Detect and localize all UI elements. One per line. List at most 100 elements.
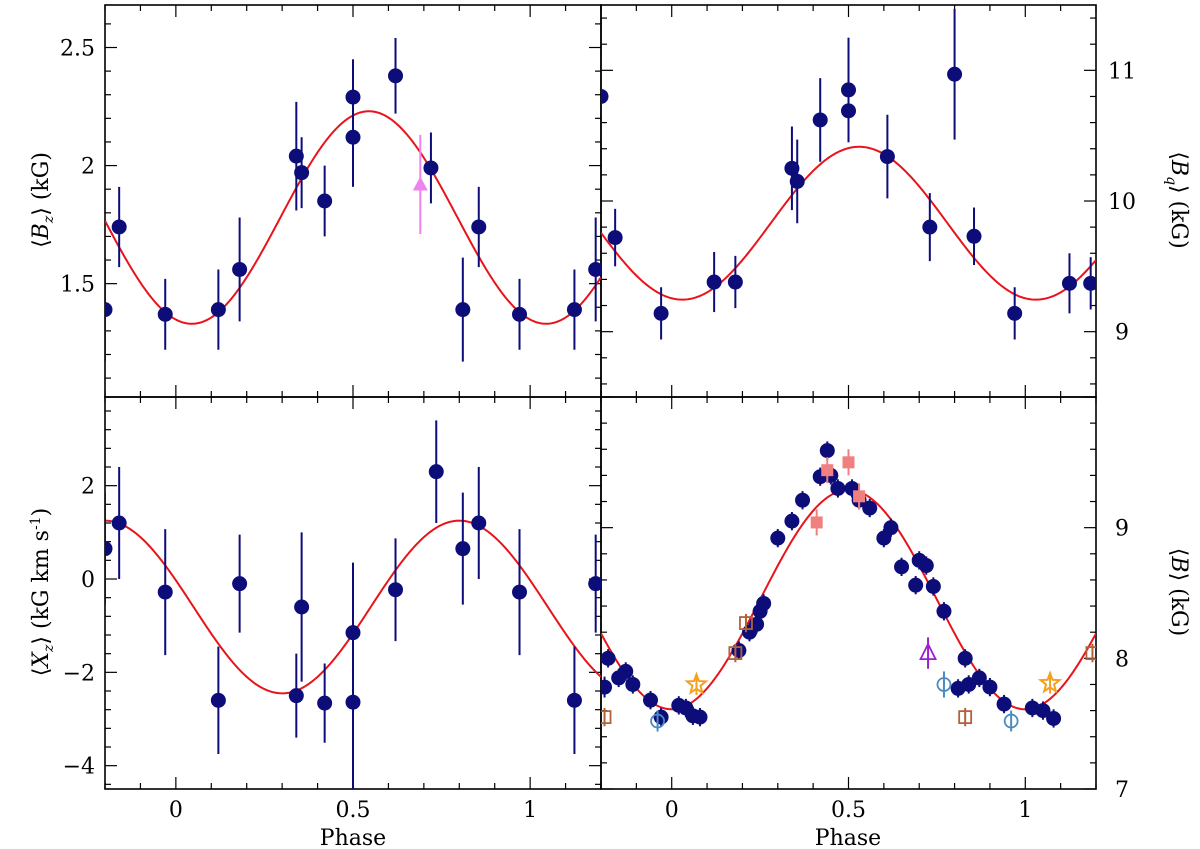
y-axis-label-bottom-left-sup: -1	[28, 516, 44, 530]
data-point-square	[853, 490, 866, 503]
data-point	[996, 696, 1012, 712]
data-point-open-square	[728, 646, 743, 661]
fit-curve	[601, 488, 1096, 711]
data-point	[294, 165, 310, 181]
data-point	[288, 148, 304, 164]
data-point	[894, 559, 910, 575]
data-point	[455, 541, 471, 557]
data-point	[653, 305, 669, 321]
data-point	[588, 576, 601, 592]
data-point	[883, 520, 899, 536]
series-data	[601, 8, 1096, 340]
series-orange-stars	[684, 670, 1063, 695]
fit-curve	[601, 145, 1096, 301]
data-point	[471, 515, 487, 531]
data-point-square	[810, 516, 823, 529]
y-axis-label-bottom-left: ⟨Xz⟩ (kG km s-1)	[28, 508, 57, 676]
y-tick-label: 7	[1115, 778, 1129, 803]
y-tick-label: 11	[1108, 59, 1136, 84]
y-tick-label: 2	[81, 475, 95, 500]
data-point	[784, 160, 800, 176]
data-point-open-square	[958, 710, 973, 725]
y-tick-label: 2	[81, 155, 95, 180]
y-axis-label-bottom-left-sym: X	[29, 651, 54, 670]
data-point	[1083, 275, 1096, 291]
data-point	[601, 650, 616, 666]
data-point	[471, 219, 487, 235]
data-point-open-circle	[1003, 713, 1019, 729]
data-point	[566, 692, 582, 708]
panel-bottom-right: 0 0.5 1 7 8 9	[600, 396, 1129, 823]
series-additional	[412, 134, 428, 235]
data-point	[1046, 710, 1062, 726]
data-point	[294, 599, 310, 615]
data-point	[947, 66, 963, 82]
y-axis-label-top-right: ⟨Bq⟩ (kG)	[1163, 151, 1191, 248]
series-blue-circles	[650, 671, 1019, 732]
data-point	[784, 513, 800, 529]
data-point	[819, 443, 835, 459]
y-tick-label: −2	[63, 661, 95, 686]
x-tick-label: 1	[523, 798, 537, 823]
data-point	[925, 578, 941, 594]
y-axis-label-top-left-pre: ⟨	[29, 239, 54, 248]
x-axis-label-left: Phase	[320, 826, 386, 849]
data-point	[428, 464, 444, 480]
x-tick-label: 0.5	[831, 798, 866, 823]
series-purple-triangles	[919, 637, 938, 669]
y-axis-label-bottom-left-post: ⟩ (kG km s	[29, 530, 54, 645]
data-point-open-square	[1085, 646, 1096, 661]
data-point	[157, 584, 173, 600]
data-point-open-square	[739, 616, 753, 630]
data-point	[317, 695, 333, 711]
data-point	[601, 679, 613, 695]
data-point-triangle	[412, 176, 428, 191]
data-point-open-triangle	[919, 642, 938, 661]
data-point-star	[1037, 670, 1063, 694]
y-tick-label: 8	[1115, 647, 1129, 672]
data-point	[770, 530, 786, 546]
data-point	[812, 112, 828, 128]
data-point-square	[842, 456, 855, 469]
y-axis-label-top-right-post: ⟩ (kG)	[1166, 185, 1191, 249]
data-point	[727, 274, 743, 290]
data-point	[288, 688, 304, 704]
y-axis-label-top-left-sym: B	[29, 223, 54, 240]
data-point	[111, 515, 127, 531]
y-axis-label-bottom-right-post: ⟩ (kG)	[1166, 573, 1191, 637]
data-point	[908, 577, 924, 593]
data-point	[607, 230, 623, 246]
data-point	[105, 302, 113, 318]
data-point	[388, 68, 404, 84]
data-point	[210, 302, 226, 318]
data-point	[345, 129, 361, 145]
y-tick-label: −4	[63, 755, 95, 780]
data-point	[1035, 703, 1051, 719]
data-point	[232, 576, 248, 592]
data-point	[643, 692, 658, 708]
data-point	[317, 193, 333, 209]
data-point	[653, 709, 669, 725]
data-point-open-circle	[650, 713, 665, 729]
data-point	[601, 88, 609, 104]
y-tick-label: 2.5	[60, 37, 95, 62]
y-axis-label-top-right-sym: B	[1166, 159, 1191, 176]
y-tick-label: 9	[1115, 321, 1129, 346]
data-point	[936, 603, 952, 619]
data-point	[455, 302, 471, 318]
data-point-open-square	[601, 710, 612, 725]
chart-marks: 1.5 2 2.5 9 10 11 0 0.5 1 −4 −2 0 2 0 0.5 1 7 8 9	[60, 5, 1136, 823]
data-point	[423, 160, 439, 176]
data-point	[731, 642, 747, 658]
x-tick-label: 0	[169, 798, 183, 823]
data-point	[756, 595, 772, 611]
data-point-square	[821, 464, 834, 477]
y-tick-label: 9	[1115, 517, 1129, 542]
data-point	[841, 82, 856, 98]
data-point	[105, 541, 113, 557]
data-point	[512, 584, 528, 600]
data-point	[918, 558, 934, 574]
series-brown-squares	[601, 613, 1096, 727]
x-tick-label: 0.5	[336, 798, 371, 823]
data-point	[862, 500, 878, 516]
